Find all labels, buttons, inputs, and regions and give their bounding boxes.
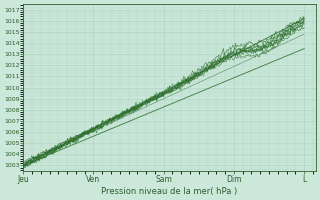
X-axis label: Pression niveau de la mer( hPa ): Pression niveau de la mer( hPa )	[101, 187, 238, 196]
